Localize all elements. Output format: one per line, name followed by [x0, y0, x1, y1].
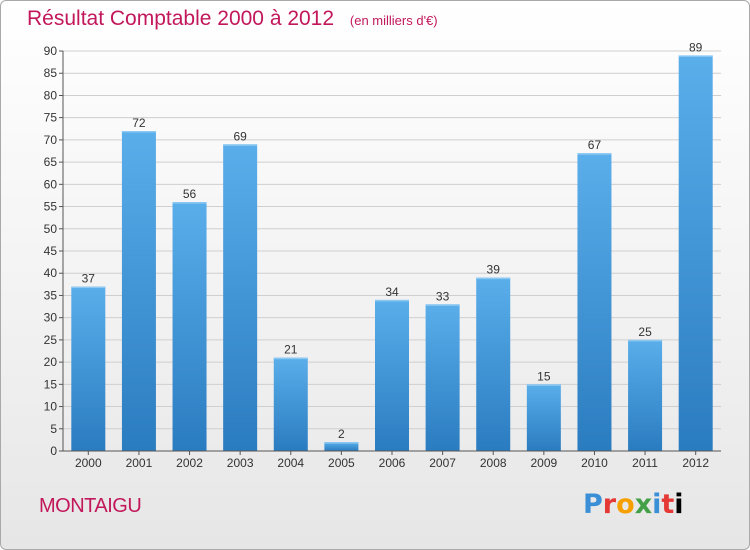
- bar: [121, 131, 156, 451]
- bar-highlight: [121, 131, 156, 133]
- x-tick-label: 2006: [379, 456, 406, 470]
- bar-value-label: 89: [689, 40, 703, 54]
- bar-value-label: 2: [338, 427, 345, 441]
- logo-letter: i: [652, 489, 662, 520]
- bar-highlight: [375, 299, 409, 302]
- y-tick-label: 90: [44, 44, 58, 58]
- bar: [71, 286, 106, 451]
- x-tick-label: 2001: [126, 456, 153, 470]
- bar-value-label: 39: [487, 263, 501, 277]
- bar: [273, 357, 308, 451]
- y-tick-label: 70: [44, 133, 58, 147]
- bar-value-label: 72: [132, 116, 146, 130]
- y-tick-label: 60: [44, 177, 58, 191]
- bar-value-label: 25: [638, 325, 652, 339]
- chart-title-text: Résultat Comptable 2000 à 2012: [27, 7, 335, 30]
- axes: 0 5 10 15 20 25 30 35 40 45 50 55 60 65 70 75 80 85 90 2000…: [44, 44, 721, 470]
- bar-highlight: [678, 55, 713, 57]
- y-tick-label: 20: [44, 355, 58, 369]
- bar: [172, 202, 207, 451]
- bar-highlight: [273, 357, 308, 360]
- x-tick-label: 2000: [75, 456, 102, 470]
- bar-value-label: 56: [183, 187, 197, 201]
- x-tick-label: 2007: [429, 456, 456, 470]
- x-tick-label: 2004: [277, 456, 304, 470]
- bar-value-label: 15: [537, 369, 551, 383]
- bar: [324, 442, 359, 451]
- chart-title: Résultat Comptable 2000 à 2012 (en milli…: [27, 7, 438, 31]
- bars: [71, 55, 713, 452]
- y-tick-label: 15: [44, 377, 58, 391]
- bar-value-label: 33: [436, 289, 450, 303]
- y-tick-label: 40: [44, 266, 58, 280]
- chart-unit: (en milliers d'€): [349, 13, 438, 28]
- bar-highlight: [628, 339, 663, 342]
- bar: [375, 299, 409, 451]
- bar-highlight: [71, 286, 106, 289]
- x-tick-label: 2002: [176, 456, 203, 470]
- bar-value-label: 67: [588, 138, 602, 152]
- y-tick-label: 85: [44, 66, 58, 80]
- y-tick-label: 50: [44, 222, 58, 236]
- bar-value-label: 37: [82, 272, 96, 286]
- bar-highlight: [172, 202, 207, 204]
- commune-name: MONTAIGU: [39, 495, 142, 517]
- bar-highlight: [324, 442, 359, 444]
- x-tick-label: 2005: [328, 456, 355, 470]
- y-tick-label: 45: [44, 244, 58, 258]
- bar: [223, 144, 258, 452]
- bar-value-label: 69: [233, 129, 247, 143]
- y-tick-label: 65: [44, 155, 58, 169]
- logo-letter: x: [634, 489, 653, 520]
- logo-letter: i: [674, 489, 684, 520]
- x-tick-label: 2008: [480, 456, 507, 470]
- y-tick-label: 5: [50, 422, 57, 436]
- bar-highlight: [577, 153, 612, 155]
- logo-letter: P: [583, 489, 603, 520]
- proxiti-logo: Proxiti: [583, 489, 684, 520]
- y-tick-label: 30: [44, 311, 58, 325]
- y-tick-label: 35: [44, 288, 58, 302]
- bar: [577, 153, 612, 451]
- logo-letter: o: [616, 489, 635, 520]
- y-tick-label: 80: [44, 88, 58, 102]
- y-tick-label: 10: [44, 400, 58, 414]
- bar-highlight: [223, 144, 258, 146]
- x-tick-label: 2011: [632, 456, 658, 470]
- bar-value-label: 34: [385, 285, 399, 299]
- bar-value-label: 21: [284, 343, 298, 357]
- y-tick-label: 55: [44, 200, 58, 214]
- y-tick-label: 0: [50, 444, 57, 458]
- bar: [425, 304, 460, 451]
- x-tick-label: 2009: [530, 456, 557, 470]
- bar: [678, 55, 713, 451]
- y-tick-label: 25: [44, 333, 58, 347]
- bar-highlight: [425, 304, 460, 306]
- x-tick-label: 2010: [581, 456, 608, 470]
- logo-letter: r: [602, 489, 617, 520]
- logo-letter: t: [661, 489, 675, 520]
- bar: [476, 277, 511, 451]
- y-tick-label: 75: [44, 111, 58, 125]
- bar: [526, 384, 561, 451]
- bar: [628, 339, 663, 451]
- x-tick-label: 2012: [682, 456, 709, 470]
- bar-highlight: [476, 277, 511, 280]
- bar-highlight: [526, 384, 561, 386]
- data-labels: 37 72 56 69 21 2 34 33 39 15 67 25 89: [82, 40, 703, 441]
- x-tick-label: 2003: [227, 456, 254, 470]
